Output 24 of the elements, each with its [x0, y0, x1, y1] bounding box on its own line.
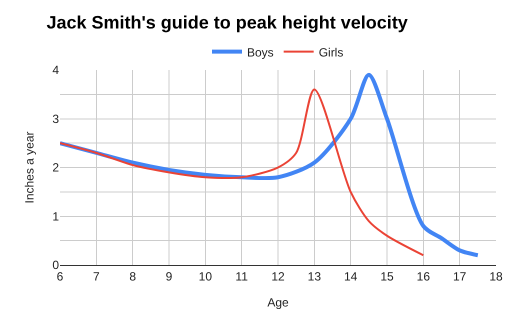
- y-tick-label: 4: [52, 63, 60, 78]
- y-tick-label: 0: [52, 258, 60, 272]
- x-axis-title: Age: [267, 295, 289, 310]
- y-tick-label: 2: [52, 160, 60, 175]
- legend-label: Boys: [247, 45, 274, 60]
- x-tick-label: 12: [271, 269, 285, 284]
- x-tick-label: 7: [92, 269, 100, 284]
- y-axis-title: Inches a year: [22, 131, 37, 204]
- legend-label: Girls: [318, 45, 344, 60]
- x-tick-label: 16: [416, 269, 430, 284]
- chart-title: Jack Smith's guide to peak height velocity: [46, 12, 408, 33]
- y-tick-label: 1: [52, 209, 60, 224]
- y-tick-label: 3: [52, 112, 60, 126]
- x-tick-label: 6: [56, 269, 64, 284]
- x-tick-label: 15: [380, 269, 394, 284]
- x-tick-label: 18: [489, 269, 503, 284]
- x-tick-label: 11: [235, 269, 248, 284]
- x-tick-label: 10: [198, 269, 212, 284]
- x-tick-label: 17: [452, 269, 467, 284]
- x-tick-label: 8: [129, 269, 136, 284]
- x-tick-label: 9: [166, 269, 173, 284]
- x-tick-label: 13: [308, 269, 322, 284]
- x-tick-label: 14: [344, 269, 358, 284]
- line-series: [60, 88, 424, 256]
